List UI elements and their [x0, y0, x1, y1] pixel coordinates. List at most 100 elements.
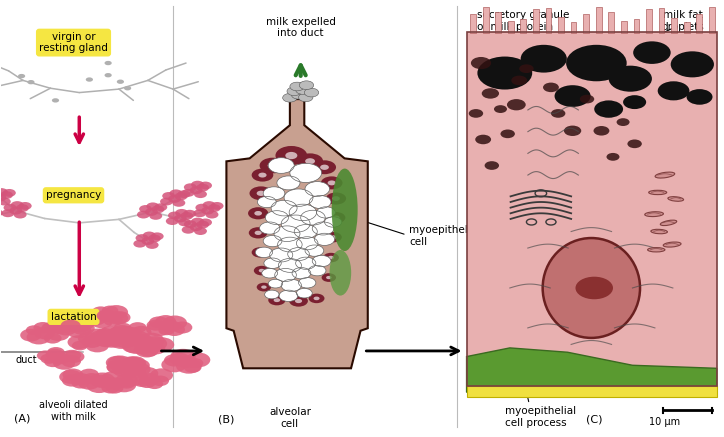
- Circle shape: [98, 337, 114, 347]
- Circle shape: [77, 376, 100, 390]
- Circle shape: [151, 232, 164, 240]
- Text: myoepithelial
cell: myoepithelial cell: [409, 225, 480, 246]
- Circle shape: [169, 189, 182, 197]
- Circle shape: [297, 153, 323, 169]
- Circle shape: [96, 310, 117, 322]
- Circle shape: [122, 357, 141, 368]
- Circle shape: [16, 204, 29, 212]
- Circle shape: [580, 95, 594, 104]
- Circle shape: [77, 332, 98, 345]
- Circle shape: [50, 315, 71, 327]
- Circle shape: [20, 329, 41, 342]
- Circle shape: [104, 61, 111, 65]
- Circle shape: [18, 74, 25, 78]
- Circle shape: [256, 191, 266, 196]
- Circle shape: [61, 320, 80, 332]
- Circle shape: [332, 215, 340, 220]
- Ellipse shape: [543, 238, 640, 338]
- Bar: [659, 8, 665, 33]
- Circle shape: [0, 191, 13, 199]
- Circle shape: [330, 235, 337, 239]
- Circle shape: [72, 322, 90, 333]
- Circle shape: [52, 98, 59, 103]
- Circle shape: [172, 322, 193, 333]
- Circle shape: [308, 265, 326, 276]
- Circle shape: [137, 367, 159, 380]
- Circle shape: [139, 333, 164, 348]
- Circle shape: [91, 315, 113, 328]
- Circle shape: [101, 335, 122, 348]
- Bar: [671, 17, 677, 33]
- Circle shape: [104, 315, 122, 326]
- Circle shape: [1, 209, 14, 217]
- Circle shape: [59, 370, 83, 384]
- Circle shape: [468, 109, 483, 118]
- Circle shape: [67, 335, 90, 349]
- Circle shape: [328, 256, 334, 260]
- Circle shape: [19, 202, 32, 210]
- Circle shape: [321, 177, 342, 189]
- Circle shape: [543, 83, 559, 92]
- Circle shape: [657, 81, 689, 101]
- Circle shape: [124, 339, 149, 354]
- Circle shape: [287, 87, 301, 96]
- Bar: [596, 7, 602, 33]
- Ellipse shape: [645, 212, 663, 217]
- Circle shape: [258, 173, 266, 177]
- Circle shape: [96, 328, 113, 338]
- Circle shape: [196, 221, 209, 229]
- Circle shape: [484, 161, 499, 170]
- Circle shape: [85, 77, 93, 82]
- Circle shape: [494, 105, 507, 113]
- Circle shape: [176, 356, 196, 368]
- Circle shape: [617, 118, 630, 126]
- Circle shape: [53, 357, 75, 370]
- Ellipse shape: [660, 220, 677, 225]
- Circle shape: [109, 311, 130, 324]
- Circle shape: [277, 176, 300, 190]
- Circle shape: [93, 335, 111, 346]
- Circle shape: [64, 350, 85, 363]
- Circle shape: [122, 340, 143, 353]
- Circle shape: [174, 192, 188, 200]
- Circle shape: [139, 345, 159, 357]
- Bar: [696, 14, 702, 33]
- Text: (B): (B): [218, 415, 234, 425]
- Circle shape: [190, 186, 203, 194]
- Text: milk expelled
into duct: milk expelled into duct: [266, 17, 336, 38]
- Circle shape: [290, 82, 304, 91]
- Circle shape: [125, 357, 145, 369]
- Circle shape: [147, 343, 165, 354]
- Text: pregnancy: pregnancy: [46, 190, 101, 200]
- Circle shape: [258, 269, 265, 272]
- Circle shape: [305, 158, 315, 164]
- Bar: [483, 7, 489, 33]
- Circle shape: [135, 343, 159, 357]
- Circle shape: [61, 355, 81, 367]
- Ellipse shape: [668, 197, 683, 201]
- Bar: [533, 9, 539, 33]
- Circle shape: [321, 273, 336, 282]
- Circle shape: [172, 199, 185, 207]
- Circle shape: [260, 222, 279, 234]
- Circle shape: [71, 373, 90, 385]
- Circle shape: [47, 319, 72, 334]
- Circle shape: [26, 325, 42, 335]
- Circle shape: [176, 358, 201, 374]
- Circle shape: [320, 165, 329, 170]
- Circle shape: [256, 247, 272, 257]
- Circle shape: [0, 194, 7, 201]
- Circle shape: [85, 310, 106, 322]
- Circle shape: [101, 305, 118, 316]
- Circle shape: [35, 327, 55, 339]
- Circle shape: [83, 373, 101, 384]
- Circle shape: [175, 209, 188, 217]
- Circle shape: [3, 189, 16, 197]
- Circle shape: [291, 90, 306, 99]
- Circle shape: [62, 350, 81, 361]
- Circle shape: [277, 237, 302, 252]
- Circle shape: [295, 257, 316, 269]
- Circle shape: [160, 198, 173, 205]
- Circle shape: [313, 160, 336, 174]
- Bar: [508, 21, 513, 33]
